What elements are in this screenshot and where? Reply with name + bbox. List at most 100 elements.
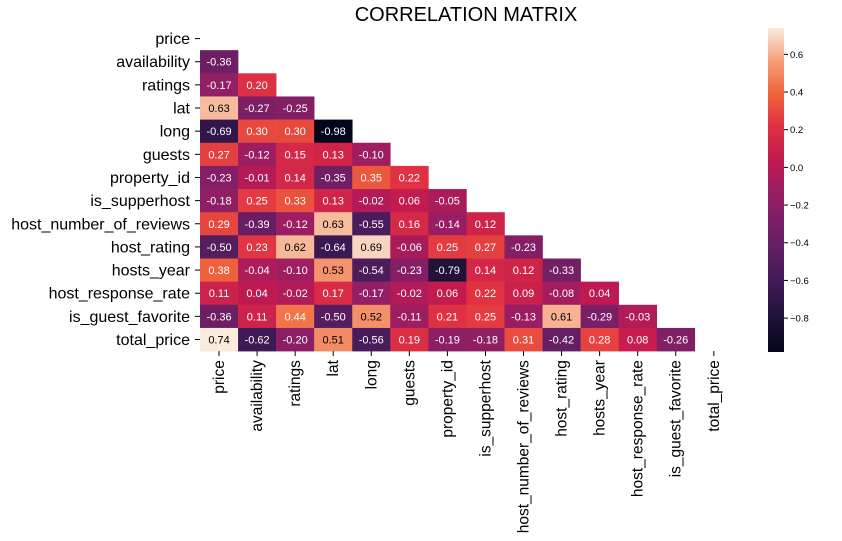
cell-value-label: 0.69	[361, 242, 382, 254]
cell-value-label: 0.38	[208, 265, 229, 277]
cell-value-label: -0.08	[549, 288, 574, 300]
cell-value-label: -0.50	[321, 311, 346, 323]
colorbar-tick-label: −0.2	[790, 201, 809, 212]
heatmap-cell	[542, 281, 581, 306]
heatmap-cell	[238, 73, 277, 97]
cell-value-label: 0.22	[475, 288, 496, 300]
cell-value-label: 0.33	[284, 196, 305, 208]
heatmap-cell	[352, 189, 391, 213]
cell-value-label: -0.36	[206, 311, 231, 323]
heatmap-cell	[466, 258, 505, 282]
row-tick-label: hosts_year	[112, 263, 191, 280]
colorbar-tick-label: 0.2	[790, 125, 803, 136]
heatmap-cell	[200, 50, 239, 74]
cell-value-label: 0.44	[284, 311, 305, 323]
cell-value-label: -0.12	[283, 219, 308, 231]
heatmap-cells: -0.36 -0.17 0.20 0.63 -0.27 -0.25 -0.69 0.30 0.3…	[200, 50, 696, 352]
cell-value-label: -0.64	[321, 242, 346, 254]
heatmap-cell	[314, 119, 353, 144]
heatmap-cell	[428, 327, 467, 352]
column-tick-label: hosts_year	[592, 360, 609, 436]
heatmap-cell	[314, 142, 353, 167]
heatmap-cell	[542, 258, 581, 282]
cell-value-label: -0.18	[473, 335, 498, 347]
cell-value-label: 0.04	[246, 288, 267, 300]
cell-value-label: 0.06	[437, 288, 458, 300]
cell-value-label: 0.21	[437, 311, 458, 323]
heatmap-cell	[200, 212, 239, 236]
cell-value-label: 0.13	[322, 196, 343, 208]
cell-value-label: -0.20	[283, 335, 308, 347]
chart-title: CORRELATION MATRIX	[355, 4, 578, 26]
heatmap-cell	[314, 327, 353, 352]
heatmap-cell	[238, 119, 277, 144]
cell-value-label: 0.25	[475, 311, 496, 323]
cell-value-label: -0.10	[359, 149, 384, 161]
row-tick-label: total_price	[116, 332, 190, 349]
heatmap-cell	[276, 281, 315, 306]
heatmap-cell	[580, 281, 619, 306]
heatmap-cell	[238, 304, 277, 329]
cell-value-label: 0.31	[513, 335, 534, 347]
column-tick-label: host_rating	[554, 360, 571, 437]
column-tick-label: host_number_of_reviews	[516, 360, 533, 533]
heatmap-cell	[428, 212, 467, 236]
heatmap-cell	[542, 327, 581, 352]
column-tick-label: is_supperhost	[477, 359, 494, 456]
heatmap-cell	[314, 189, 353, 213]
cell-value-label: 0.12	[513, 265, 534, 277]
cell-value-label: -0.02	[359, 196, 384, 208]
cell-value-label: -0.17	[359, 288, 384, 300]
heatmap-cell	[428, 235, 467, 259]
heatmap-cell	[390, 189, 429, 213]
cell-value-label: 0.30	[284, 126, 305, 138]
cell-value-label: -0.23	[397, 265, 422, 277]
heatmap-cell	[314, 165, 353, 190]
cell-value-label: 0.29	[208, 219, 229, 231]
cell-value-label: 0.09	[513, 288, 534, 300]
heatmap-cell	[352, 165, 391, 190]
heatmap-cell	[504, 258, 543, 282]
cell-value-label: 0.11	[247, 311, 268, 323]
cell-value-label: 0.19	[399, 335, 420, 347]
cell-value-label: -0.69	[206, 126, 231, 138]
colorbar-tick-label: −0.6	[790, 276, 809, 287]
heatmap-cell	[466, 304, 505, 329]
cell-value-label: -0.39	[245, 219, 270, 231]
cell-value-label: -0.29	[587, 311, 612, 323]
cell-value-label: -0.42	[549, 335, 574, 347]
cell-value-label: -0.03	[625, 311, 650, 323]
heatmap-cell	[656, 327, 696, 352]
heatmap-cell	[352, 235, 391, 259]
heatmap-cell	[618, 304, 658, 329]
cell-value-label: 0.08	[627, 335, 648, 347]
heatmap-cell	[390, 281, 429, 306]
cell-value-label: -0.50	[206, 242, 231, 254]
column-tick-label: ratings	[287, 360, 304, 407]
row-tick-label: guests	[143, 147, 190, 164]
colorbar-tick-label: −0.8	[790, 314, 809, 325]
cell-value-label: 0.17	[322, 288, 343, 300]
cell-value-label: -0.23	[511, 242, 536, 254]
heatmap-cell	[238, 142, 277, 167]
heatmap-cell	[314, 212, 353, 236]
cell-value-label: 0.52	[361, 311, 382, 323]
cell-value-label: -0.05	[435, 196, 460, 208]
cell-value-label: 0.25	[437, 242, 458, 254]
heatmap-cell	[314, 281, 353, 306]
cell-value-label: 0.14	[475, 265, 496, 277]
heatmap-cell	[238, 189, 277, 213]
heatmap-cell	[238, 212, 277, 236]
heatmap-cell	[200, 189, 239, 213]
cell-value-label: 0.30	[246, 126, 267, 138]
heatmap-cell	[580, 304, 619, 329]
cell-value-label: 0.16	[399, 219, 420, 231]
heatmap-cell	[200, 235, 239, 259]
heatmap-cell	[238, 281, 277, 306]
heatmap-cell	[200, 327, 239, 352]
heatmap-cell	[314, 304, 353, 329]
heatmap-cell	[504, 281, 543, 306]
cell-value-label: -0.13	[511, 311, 536, 323]
heatmap-cell	[352, 258, 391, 282]
row-tick-label: price	[155, 31, 190, 48]
